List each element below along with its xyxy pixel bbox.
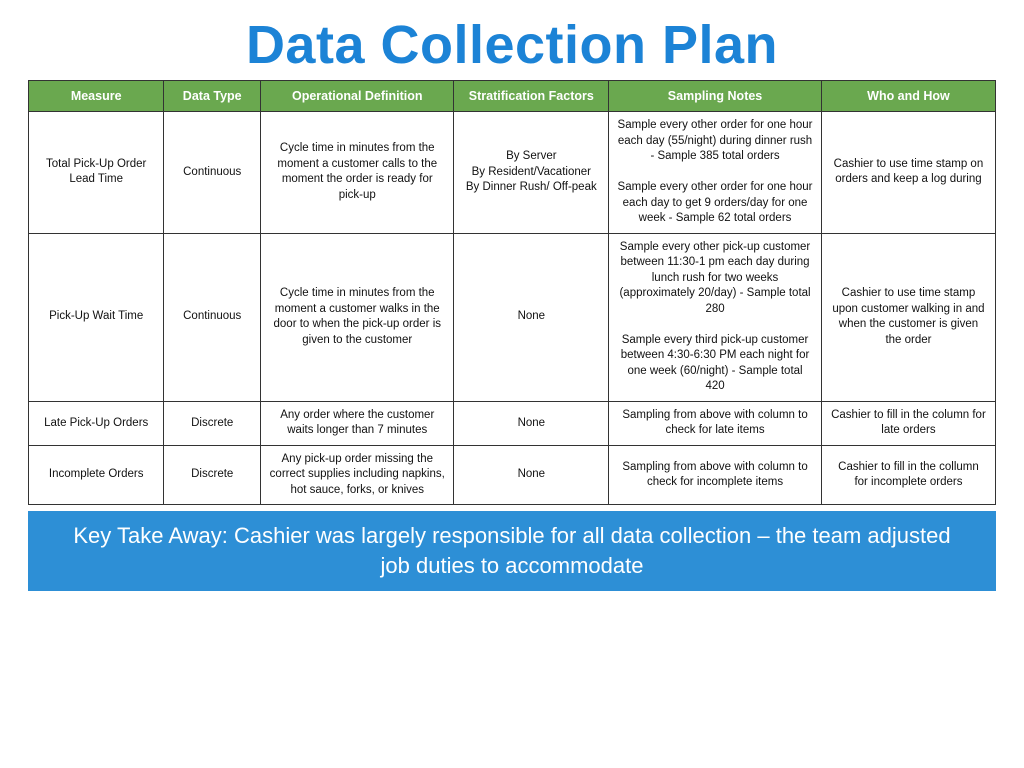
table-row: Incomplete Orders Discrete Any pick-up o… (29, 445, 996, 505)
cell-strat: By Server By Resident/Vacationer By Dinn… (454, 112, 609, 234)
col-who-how: Who and How (821, 81, 995, 112)
slide: Data Collection Plan Measure Data Type O… (0, 0, 1024, 768)
col-stratification: Stratification Factors (454, 81, 609, 112)
cell-op-def: Cycle time in minutes from the moment a … (261, 233, 454, 401)
col-data-type: Data Type (164, 81, 261, 112)
table-row: Total Pick-Up Order Lead Time Continuous… (29, 112, 996, 234)
cell-sampling: Sample every other pick-up customer betw… (609, 233, 822, 401)
cell-strat: None (454, 233, 609, 401)
cell-data-type: Discrete (164, 445, 261, 505)
table-header: Measure Data Type Operational Definition… (29, 81, 996, 112)
cell-data-type: Discrete (164, 401, 261, 445)
cell-data-type: Continuous (164, 233, 261, 401)
cell-measure: Incomplete Orders (29, 445, 164, 505)
cell-sampling: Sample every other order for one hour ea… (609, 112, 822, 234)
col-op-def: Operational Definition (261, 81, 454, 112)
cell-who: Cashier to fill in the column for late o… (821, 401, 995, 445)
page-title: Data Collection Plan (28, 14, 996, 76)
cell-measure: Total Pick-Up Order Lead Time (29, 112, 164, 234)
col-measure: Measure (29, 81, 164, 112)
cell-measure: Late Pick-Up Orders (29, 401, 164, 445)
cell-strat: None (454, 401, 609, 445)
cell-who: Cashier to use time stamp upon customer … (821, 233, 995, 401)
cell-op-def: Cycle time in minutes from the moment a … (261, 112, 454, 234)
cell-op-def: Any pick-up order missing the correct su… (261, 445, 454, 505)
cell-measure: Pick-Up Wait Time (29, 233, 164, 401)
table-body: Total Pick-Up Order Lead Time Continuous… (29, 112, 996, 505)
cell-sampling: Sampling from above with column to check… (609, 401, 822, 445)
col-sampling: Sampling Notes (609, 81, 822, 112)
table-row: Late Pick-Up Orders Discrete Any order w… (29, 401, 996, 445)
table-row: Pick-Up Wait Time Continuous Cycle time … (29, 233, 996, 401)
cell-who: Cashier to fill in the collumn for incom… (821, 445, 995, 505)
cell-data-type: Continuous (164, 112, 261, 234)
data-collection-table: Measure Data Type Operational Definition… (28, 80, 996, 505)
cell-sampling: Sampling from above with column to check… (609, 445, 822, 505)
cell-op-def: Any order where the customer waits longe… (261, 401, 454, 445)
cell-who: Cashier to use time stamp on orders and … (821, 112, 995, 234)
cell-strat: None (454, 445, 609, 505)
key-takeaway-callout: Key Take Away: Cashier was largely respo… (28, 511, 996, 590)
